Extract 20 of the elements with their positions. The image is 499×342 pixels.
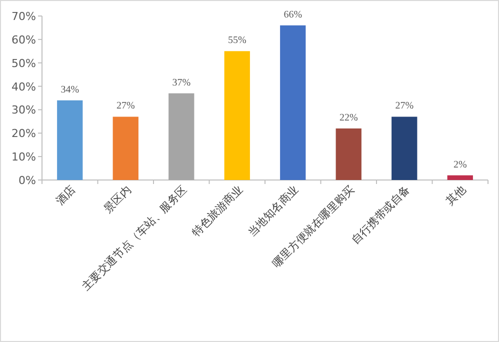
data-label: 34% bbox=[60, 84, 80, 96]
x-tick-label: 景区内 bbox=[101, 183, 134, 216]
x-tick-label: 特色旅游商业 bbox=[190, 183, 246, 239]
data-label: 37% bbox=[172, 77, 191, 88]
data-label: 27% bbox=[116, 100, 135, 112]
data-label: 27% bbox=[395, 100, 414, 112]
y-tick-label: 70% bbox=[12, 10, 36, 23]
data-label: 66% bbox=[284, 9, 302, 20]
x-tick-label: 其他 bbox=[444, 183, 468, 208]
y-tick-label: 60% bbox=[12, 33, 36, 46]
data-label: 22% bbox=[339, 112, 358, 124]
x-tick-label: 酒店 bbox=[53, 183, 78, 208]
data-label: 2% bbox=[453, 159, 467, 170]
y-tick-label: 50% bbox=[12, 56, 36, 70]
data-label: 55% bbox=[228, 35, 246, 46]
y-tick-label: 0% bbox=[18, 174, 36, 187]
y-tick-label: 40% bbox=[12, 80, 36, 94]
y-tick-label: 30% bbox=[12, 104, 36, 117]
y-tick-label: 20% bbox=[12, 127, 36, 140]
y-tick-label: 10% bbox=[12, 150, 36, 164]
